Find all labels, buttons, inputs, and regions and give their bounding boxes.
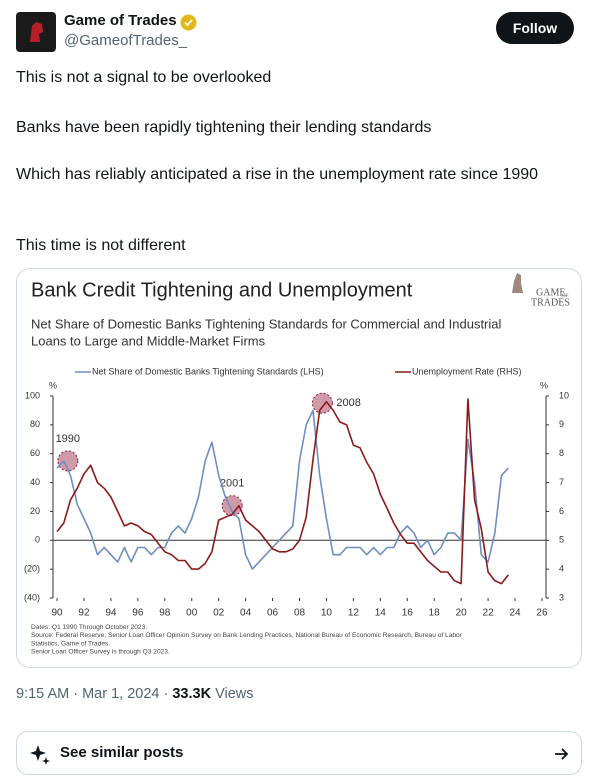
y2-unit: % bbox=[540, 380, 548, 390]
highlight-circle bbox=[311, 392, 333, 414]
footnote: Source: Federal Reserve, Senior Loan Off… bbox=[31, 632, 463, 639]
x-tick-label: 14 bbox=[375, 608, 387, 619]
media-card[interactable]: Bank Credit Tightening and Unemployment … bbox=[16, 268, 582, 668]
x-tick-label: 96 bbox=[132, 608, 144, 619]
tweet-text: Which has reliably anticipated a rise in… bbox=[16, 166, 539, 183]
x-tick-label: 04 bbox=[240, 608, 252, 619]
annotation: 2008 bbox=[336, 397, 360, 409]
y-tick-label: (20) bbox=[24, 564, 40, 574]
y-tick-label: 80 bbox=[30, 419, 40, 429]
tweet-meta: 9:15 AM · Mar 1, 2024 · 33.3K Views bbox=[16, 686, 254, 702]
footnote: Dates: Q1 1990 Through October 2023. bbox=[31, 624, 147, 631]
x-tick-label: 90 bbox=[51, 608, 63, 619]
chart: Bank Credit Tightening and Unemployment … bbox=[24, 273, 570, 656]
y-tick-label: 40 bbox=[30, 477, 40, 487]
x-tick-label: 16 bbox=[402, 608, 414, 619]
tweet-text: This time is not different bbox=[16, 237, 186, 254]
y-tick-label: 60 bbox=[30, 448, 40, 458]
x-tick-label: 92 bbox=[78, 608, 90, 619]
y-tick-label: 100 bbox=[25, 390, 40, 400]
y-tick-label: 0 bbox=[35, 535, 40, 545]
x-tick-label: 22 bbox=[483, 608, 495, 619]
similar-posts-button[interactable]: See similar posts bbox=[16, 731, 582, 775]
author-handle[interactable]: @GameofTrades_ bbox=[64, 32, 188, 49]
arrow-icon bbox=[555, 748, 569, 760]
x-tick-label: 12 bbox=[348, 608, 360, 619]
follow-button[interactable]: Follow bbox=[496, 12, 574, 44]
x-tick-label: 00 bbox=[186, 608, 198, 619]
x-tick-label: 20 bbox=[456, 608, 468, 619]
tweet-text: This is not a signal to be overlooked bbox=[16, 69, 272, 86]
chart-title: Bank Credit Tightening and Unemployment bbox=[31, 279, 413, 301]
chart-subtitle: Loans to Large and Middle-Market Firms bbox=[31, 333, 266, 348]
avatar[interactable] bbox=[16, 12, 56, 52]
chart-subtitle: Net Share of Domestic Banks Tightening S… bbox=[31, 316, 502, 331]
legend-label: Unemployment Rate (RHS) bbox=[412, 366, 522, 376]
sparkle-icon bbox=[30, 745, 50, 765]
x-tick-label: 26 bbox=[536, 608, 548, 619]
y2-tick-label: 9 bbox=[559, 419, 564, 429]
footnote: Statistics, Game of Trades. bbox=[31, 640, 110, 647]
series-line bbox=[56, 409, 509, 570]
y2-tick-label: 8 bbox=[559, 448, 564, 458]
author-name[interactable]: Game of Trades bbox=[64, 12, 177, 29]
logo-text: TRADES bbox=[531, 297, 570, 308]
annotation: 2001 bbox=[220, 478, 244, 490]
y-unit: % bbox=[49, 380, 57, 390]
x-tick-label: 18 bbox=[429, 608, 441, 619]
verified-badge bbox=[180, 14, 197, 31]
logo-text: OF bbox=[562, 294, 569, 299]
similar-posts-label: See similar posts bbox=[60, 744, 184, 761]
series-line bbox=[56, 398, 509, 585]
logo-text: GAME bbox=[536, 287, 565, 298]
tweet-text: Banks have been rapidly tightening their… bbox=[16, 119, 432, 136]
view-count: 33.3K bbox=[172, 686, 212, 702]
y-tick-label: 20 bbox=[30, 506, 40, 516]
x-tick-label: 94 bbox=[105, 608, 117, 619]
x-tick-label: 08 bbox=[294, 608, 306, 619]
timestamp[interactable]: 9:15 AM · Mar 1, 2024 · bbox=[16, 686, 173, 702]
y2-tick-label: 4 bbox=[559, 564, 564, 574]
x-tick-label: 98 bbox=[159, 608, 171, 619]
views-label: Views bbox=[211, 686, 254, 702]
legend-label: Net Share of Domestic Banks Tightening S… bbox=[92, 366, 324, 376]
x-tick-label: 06 bbox=[267, 608, 279, 619]
y2-tick-label: 6 bbox=[559, 506, 564, 516]
y2-tick-label: 3 bbox=[559, 592, 564, 602]
x-tick-label: 24 bbox=[509, 608, 521, 619]
x-tick-label: 02 bbox=[213, 608, 225, 619]
x-tick-label: 10 bbox=[321, 608, 333, 619]
y-tick-label: (40) bbox=[24, 592, 40, 602]
y2-tick-label: 5 bbox=[559, 535, 564, 545]
y2-tick-label: 7 bbox=[559, 477, 564, 487]
footnote: Senior Loan Officer Survey is through Q3… bbox=[31, 649, 170, 656]
logo-icon bbox=[512, 273, 523, 293]
annotation: 1990 bbox=[56, 433, 80, 445]
highlight-circle bbox=[57, 450, 79, 472]
y2-tick-label: 10 bbox=[559, 390, 569, 400]
